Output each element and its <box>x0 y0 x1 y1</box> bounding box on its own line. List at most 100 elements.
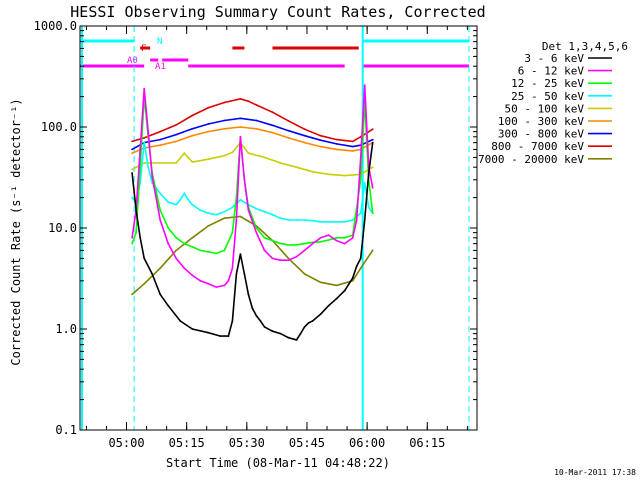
legend-label-4: 50 - 100 keV <box>505 102 585 115</box>
series-5-point <box>335 148 338 151</box>
series-3-point <box>287 219 290 221</box>
flags-layer: N FA0 A1 <box>80 37 469 72</box>
series-5-point <box>223 127 226 130</box>
series-1-point <box>363 84 366 86</box>
series-3-point <box>191 203 194 206</box>
series-6-point <box>255 119 258 122</box>
series-6-point <box>175 133 178 136</box>
series-2-point <box>271 239 274 242</box>
series-2-point <box>223 249 226 252</box>
series-4-point <box>343 174 346 177</box>
footer-timestamp: 10-Mar-2011 17:38 <box>554 468 636 477</box>
series-0-point <box>167 304 170 307</box>
series-3-point <box>359 212 362 215</box>
series-7-point <box>255 104 258 106</box>
series-1-point <box>175 257 178 260</box>
series-3-point <box>187 198 190 201</box>
series-3-point <box>159 192 162 195</box>
series-5-point <box>207 130 210 133</box>
series-3-point <box>263 210 266 213</box>
series-7-point <box>159 130 162 133</box>
series-5-point <box>351 150 354 152</box>
series-6-point <box>287 129 290 132</box>
series-1-point <box>151 176 154 178</box>
series-1-point <box>255 231 258 234</box>
series-5-point <box>255 127 258 130</box>
series-1-point <box>303 249 306 252</box>
series-6-point <box>223 119 226 122</box>
series-3-point <box>327 221 330 223</box>
series-0-point <box>259 320 262 322</box>
series-0-point <box>355 265 358 267</box>
series-0-point <box>143 257 146 260</box>
series-2-point <box>327 239 330 241</box>
series-4-point <box>327 173 330 176</box>
series-0-point <box>151 273 154 275</box>
series-0-point <box>363 219 366 221</box>
series-2-point <box>167 227 170 229</box>
series-7-point <box>131 140 134 143</box>
series-8-point <box>371 249 374 252</box>
series-0-point <box>247 293 250 296</box>
series-6-point <box>131 148 134 151</box>
series-1-point <box>371 186 374 189</box>
series-0-point <box>311 320 314 322</box>
y-tick-label-4: 1000.0 <box>34 19 77 33</box>
series-0-point <box>367 172 370 174</box>
series-3-point <box>215 213 218 216</box>
series-1-point <box>295 255 298 258</box>
x-tick-label-1: 05:15 <box>169 436 205 450</box>
series-2-point <box>231 231 234 234</box>
series-0-point <box>359 257 362 260</box>
series-1-point <box>351 236 354 239</box>
series-1-point <box>239 135 242 138</box>
series-3-point <box>255 207 258 210</box>
series-1-point <box>319 236 322 239</box>
series-0-point <box>251 307 254 310</box>
series-1-point <box>191 274 194 277</box>
x-tick-label-3: 05:45 <box>289 436 325 450</box>
series-line-7 <box>131 97 374 143</box>
series-1-point <box>287 259 290 262</box>
legend-title: Det 1,3,4,5,6 <box>542 40 628 53</box>
x-axis-label: Start Time (08-Mar-11 04:48:22) <box>166 456 390 470</box>
series-0-point <box>227 335 230 337</box>
series-1-point <box>207 282 210 285</box>
series-2-point <box>371 212 374 215</box>
series-0-point <box>271 330 274 333</box>
series-1-point <box>215 286 218 288</box>
series-2-point <box>191 246 194 248</box>
series-8-point <box>223 217 226 220</box>
series-2-point <box>287 244 290 246</box>
series-3-point <box>295 219 298 221</box>
series-3-point <box>175 203 178 206</box>
series-0-point <box>231 320 234 322</box>
series-2-point <box>215 252 218 255</box>
series-7-point <box>319 134 322 137</box>
series-8-point <box>207 225 210 227</box>
series-6-point <box>159 138 162 141</box>
y-tick-label-1: 1.0 <box>55 322 77 336</box>
series-0-point <box>243 273 246 275</box>
series-2-point <box>343 236 346 239</box>
series-layer <box>131 84 374 341</box>
legend-label-3: 25 - 50 keV <box>511 90 584 103</box>
series-7-point <box>351 140 354 143</box>
x-tick-label-5: 06:15 <box>409 436 445 450</box>
series-3-point <box>199 209 202 212</box>
series-7-point <box>143 137 146 139</box>
legend-label-6: 300 - 800 keV <box>498 128 584 141</box>
x-ticks: 05:00 05:15 05:30 05:45 06:00 06:15 <box>85 26 468 450</box>
series-6-point <box>191 127 194 130</box>
series-6-point <box>319 139 322 142</box>
legend-label-0: 3 - 6 keV <box>524 52 584 65</box>
series-4-point <box>231 151 234 154</box>
series-1-point <box>279 259 282 262</box>
series-2-point <box>159 209 162 212</box>
series-3-point <box>183 192 186 195</box>
series-4-point <box>371 166 374 169</box>
series-0-point <box>131 172 134 174</box>
series-3-point <box>167 201 170 204</box>
y-tick-label-2: 10.0 <box>48 221 77 235</box>
